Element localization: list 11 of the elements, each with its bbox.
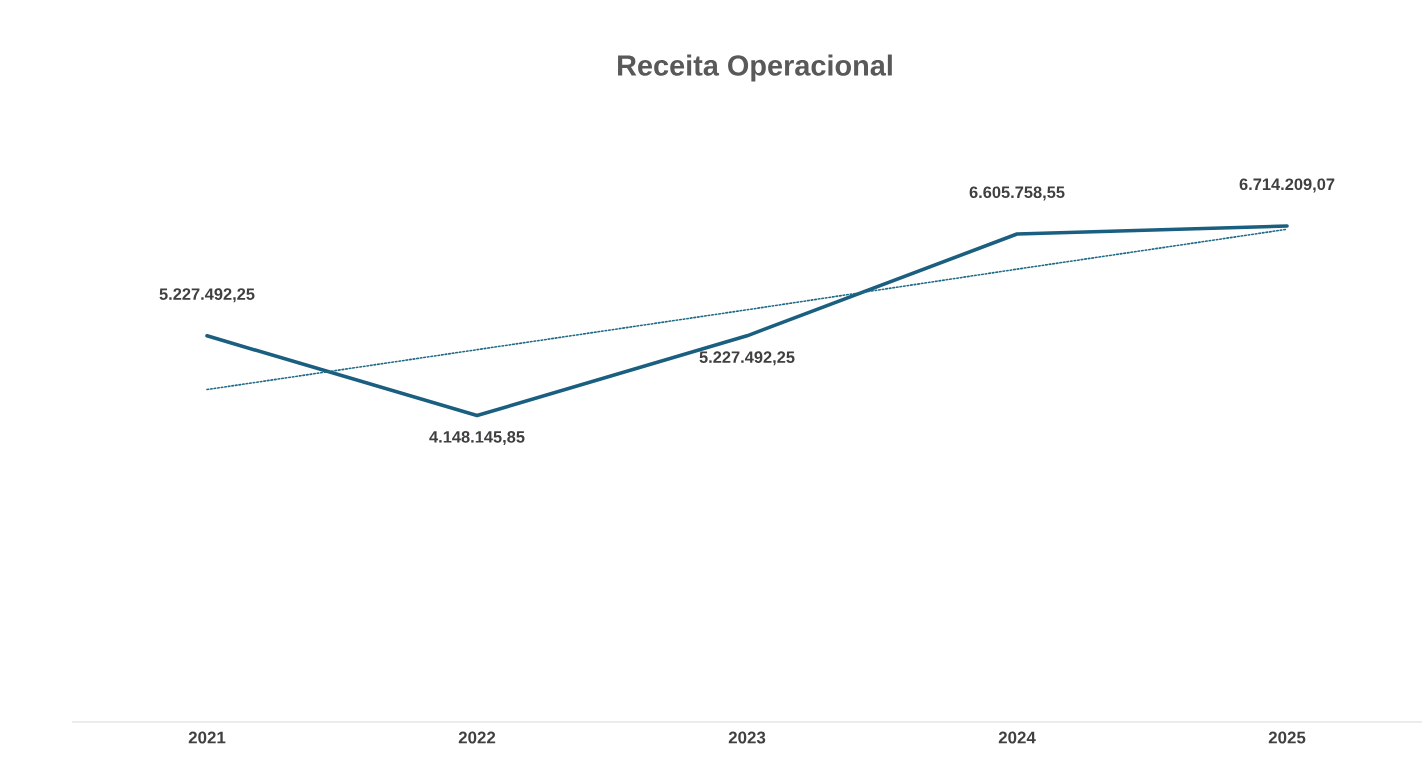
data-label: 4.148.145,85 [429,431,525,446]
x-tick-label: 2023 [728,731,766,744]
chart-title: Receita Operacional [618,54,892,82]
data-label: 5.227.492,25 [159,288,255,303]
x-tick-label: 2025 [1268,731,1306,744]
data-label: 6.714.209,07 [1239,178,1335,193]
data-label: 5.227.492,25 [699,351,795,366]
data-label: 6.605.758,55 [969,186,1065,201]
x-tick-label: 2021 [188,731,226,744]
x-tick-label: 2022 [458,731,496,744]
x-tick-label: 2024 [998,731,1036,744]
